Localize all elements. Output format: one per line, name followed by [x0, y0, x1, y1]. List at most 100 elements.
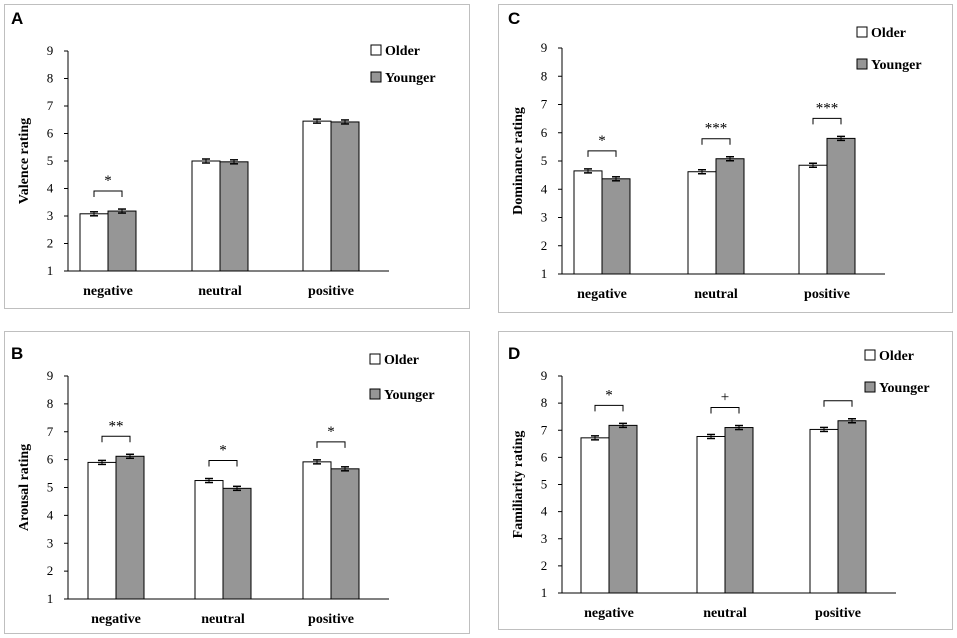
- significance-bracket: [93, 190, 123, 198]
- bar-younger: [115, 455, 145, 600]
- legend-label: Younger: [384, 388, 435, 403]
- y-tick-label: 3: [47, 535, 54, 550]
- bar-younger: [826, 137, 856, 275]
- y-tick-label: 9: [541, 368, 548, 383]
- y-tick-label: 6: [47, 126, 54, 141]
- y-tick-label: 6: [541, 125, 548, 140]
- legend-label: Younger: [879, 381, 930, 396]
- x-category-label: positive: [308, 284, 354, 299]
- y-tick-label: 1: [47, 263, 54, 278]
- y-tick-label: 2: [47, 563, 54, 578]
- bar-younger: [330, 468, 360, 600]
- y-tick-label: 3: [541, 210, 548, 225]
- bar-older: [696, 435, 726, 594]
- panel-b: B 1 2 3 4 5 6 7 8 9 Arousal rating negative ** neutr…: [4, 331, 470, 634]
- bar-younger: [724, 427, 754, 594]
- x-category-label: positive: [815, 606, 861, 621]
- y-tick-label: 8: [541, 68, 548, 83]
- y-tick-label: 7: [47, 98, 54, 113]
- x-category-label: negative: [91, 612, 141, 627]
- legend-swatch: [856, 58, 868, 70]
- x-category-label: neutral: [201, 612, 245, 627]
- bar-older: [809, 428, 839, 594]
- bar-older: [302, 120, 332, 272]
- legend-swatch: [856, 26, 868, 38]
- significance-bracket: [701, 138, 731, 145]
- bar-older: [191, 160, 221, 272]
- y-tick-label: 9: [47, 43, 54, 58]
- bar-older: [580, 437, 610, 594]
- y-tick-label: 5: [47, 153, 54, 168]
- y-tick-label: 2: [541, 558, 548, 573]
- significance-bracket: [101, 435, 131, 443]
- chart-familiarity: 1 2 3 4 5 6 7 8 9 Familiarity rating negative * neut…: [511, 349, 930, 621]
- y-tick-label: 9: [47, 368, 54, 383]
- y-tick-label: 7: [47, 424, 54, 439]
- legend-swatch: [369, 353, 381, 365]
- legend-label: Younger: [385, 71, 436, 86]
- legend-label: Younger: [871, 58, 922, 73]
- significance-bracket: [812, 117, 842, 125]
- bar-younger: [601, 178, 631, 275]
- panel-letter: C: [508, 9, 521, 28]
- y-tick-label: 8: [47, 396, 54, 411]
- y-tick-label: 4: [47, 181, 54, 196]
- significance-bracket: [710, 407, 740, 414]
- x-category-label: neutral: [703, 606, 747, 621]
- y-tick-label: 1: [541, 266, 548, 281]
- panel-d: D 1 2 3 4 5 6 7 8 9 Familiarity rating negative * ne…: [498, 331, 953, 630]
- legend-swatch: [864, 349, 876, 361]
- bar-older: [87, 461, 117, 600]
- x-category-label: negative: [83, 284, 133, 299]
- x-category-label: neutral: [694, 287, 738, 302]
- bar-older: [79, 213, 109, 272]
- significance-marker: *: [219, 443, 227, 459]
- panel-letter: A: [11, 9, 24, 28]
- y-tick-label: 3: [541, 531, 548, 546]
- y-tick-label: 1: [47, 591, 54, 606]
- bar-younger: [219, 161, 249, 272]
- y-tick-label: 4: [541, 504, 548, 519]
- legend-label: Older: [871, 26, 906, 41]
- y-tick-label: 6: [47, 452, 54, 467]
- significance-marker: ***: [816, 100, 839, 116]
- y-tick-label: 5: [47, 480, 54, 495]
- y-axis-label: Arousal rating: [17, 444, 32, 531]
- y-tick-label: 6: [541, 449, 548, 464]
- y-tick-label: 9: [541, 40, 548, 55]
- legend-label: Older: [879, 349, 914, 364]
- significance-marker: ***: [705, 121, 728, 137]
- bar-younger: [715, 158, 745, 275]
- y-axis-label: Familiarity rating: [511, 431, 526, 539]
- legend-swatch: [370, 44, 382, 56]
- y-tick-label: 3: [47, 208, 54, 223]
- significance-marker: *: [598, 133, 606, 149]
- panel-a: A 1 2 3 4 5 6 7 8 9 Valence rating negative * neutra…: [4, 4, 470, 309]
- bar-younger: [837, 420, 867, 594]
- significance-bracket: [316, 441, 346, 448]
- bar-younger: [222, 487, 252, 600]
- y-tick-label: 5: [541, 477, 548, 492]
- y-axis-label: Valence rating: [17, 118, 32, 204]
- significance-bracket: [594, 404, 624, 412]
- bar-older: [687, 171, 717, 275]
- y-tick-label: 5: [541, 153, 548, 168]
- x-category-label: neutral: [198, 284, 242, 299]
- significance-marker: +: [721, 390, 729, 406]
- legend-swatch: [370, 71, 382, 83]
- y-tick-label: 8: [541, 395, 548, 410]
- y-tick-label: 2: [541, 238, 548, 253]
- significance-bracket: [587, 150, 617, 157]
- bar-older: [573, 170, 603, 275]
- y-tick-label: 4: [541, 181, 548, 196]
- significance-marker: **: [109, 418, 124, 434]
- panel-letter: D: [508, 344, 521, 363]
- y-tick-label: 4: [47, 507, 54, 522]
- bar-older: [798, 164, 828, 275]
- panel-c: C 1 2 3 4 5 6 7 8 9 Dominance rating negative * neut…: [498, 4, 953, 313]
- y-tick-label: 2: [47, 236, 54, 251]
- y-tick-label: 7: [541, 97, 548, 112]
- significance-marker: *: [327, 424, 335, 440]
- x-category-label: positive: [308, 612, 354, 627]
- x-category-label: negative: [584, 606, 634, 621]
